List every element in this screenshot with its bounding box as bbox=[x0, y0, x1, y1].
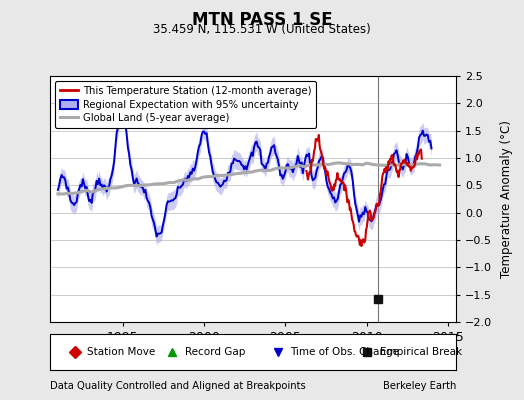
Text: Berkeley Earth: Berkeley Earth bbox=[383, 381, 456, 391]
Text: Station Move: Station Move bbox=[87, 347, 156, 357]
Text: Empirical Break: Empirical Break bbox=[379, 347, 462, 357]
Text: Time of Obs. Change: Time of Obs. Change bbox=[290, 347, 399, 357]
Text: Record Gap: Record Gap bbox=[184, 347, 245, 357]
Y-axis label: Temperature Anomaly (°C): Temperature Anomaly (°C) bbox=[500, 120, 514, 278]
Legend: This Temperature Station (12-month average), Regional Expectation with 95% uncer: This Temperature Station (12-month avera… bbox=[55, 81, 316, 128]
Text: 35.459 N, 115.531 W (United States): 35.459 N, 115.531 W (United States) bbox=[153, 24, 371, 36]
Text: Data Quality Controlled and Aligned at Breakpoints: Data Quality Controlled and Aligned at B… bbox=[50, 381, 305, 391]
Text: MTN PASS 1 SE: MTN PASS 1 SE bbox=[192, 11, 332, 29]
